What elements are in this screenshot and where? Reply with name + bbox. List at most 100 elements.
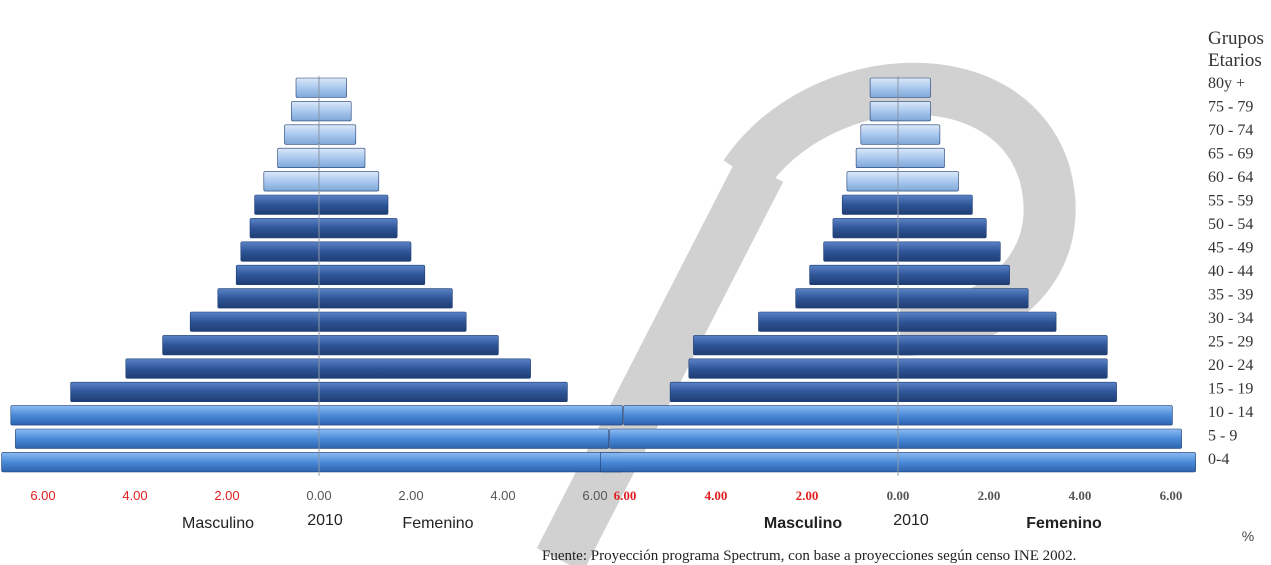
bar-male-5-9 — [15, 428, 320, 449]
bar-female-30-34 — [318, 311, 467, 332]
bar-female-25-29 — [318, 335, 499, 356]
bar-female-80y+ — [318, 77, 347, 98]
age-group-label: 45 - 49 — [1208, 240, 1253, 257]
bar-male-40-44 — [235, 264, 320, 286]
x-tick-label: 2.00 — [398, 488, 423, 503]
bar-male-65-69 — [277, 147, 320, 168]
bar-female-40-44 — [897, 264, 1010, 286]
source-note: Fuente: Proyección programa Spectrum, co… — [542, 548, 1076, 564]
percent-label: % — [1242, 528, 1254, 544]
bar-female-30-34 — [897, 311, 1057, 332]
x-tick-label: 0.00 — [306, 488, 331, 503]
bar-male-40-44 — [809, 264, 899, 286]
bar-male-80y+ — [295, 77, 320, 98]
age-group-label: 15 - 19 — [1208, 381, 1253, 398]
bar-male-30-34 — [758, 311, 899, 332]
age-group-label: 65 - 69 — [1208, 146, 1253, 163]
label-year: 2010 — [307, 512, 343, 529]
bar-male-30-34 — [189, 311, 320, 332]
bar-male-5-9 — [609, 428, 899, 449]
bar-male-25-29 — [162, 335, 320, 356]
bar-female-15-19 — [897, 381, 1117, 403]
bar-male-80y+ — [869, 77, 899, 98]
bar-female-40-44 — [318, 264, 426, 286]
age-group-label: 35 - 39 — [1208, 287, 1253, 304]
age-group-label: 25 - 29 — [1208, 334, 1253, 351]
label-femenino: Femenino — [1026, 515, 1102, 532]
x-tick-label: 0.00 — [887, 488, 910, 503]
bar-male-25-29 — [693, 335, 899, 356]
bar-female-75-79 — [318, 101, 352, 122]
bar-female-20-24 — [897, 358, 1108, 379]
x-tick-label: 4.00 — [490, 488, 515, 503]
bar-male-75-79 — [869, 101, 899, 122]
bar-male-60-64 — [846, 171, 899, 192]
x-tick-label: 4.00 — [1069, 488, 1092, 503]
age-group-label: 50 - 54 — [1208, 216, 1253, 233]
age-group-label: 75 - 79 — [1208, 99, 1253, 116]
bar-female-0-4 — [897, 452, 1196, 473]
bar-male-35-39 — [795, 288, 899, 309]
x-tick-label: 2.00 — [214, 488, 239, 503]
bar-female-0-4 — [318, 452, 623, 473]
label-masculino: Masculino — [764, 515, 842, 532]
bar-female-55-59 — [897, 194, 973, 215]
bar-female-65-69 — [897, 147, 945, 168]
bar-male-65-69 — [855, 147, 899, 168]
age-groups-header-line2: Etarios — [1208, 50, 1262, 71]
bar-male-0-4 — [1, 452, 320, 473]
bar-female-10-14 — [318, 405, 623, 426]
pyramid-chart-right: 6.00 4.00 2.00 0.00 2.00 4.00 6.00 Masculino 201… — [600, 76, 1196, 532]
bar-female-50-54 — [318, 218, 398, 239]
bar-male-75-79 — [291, 101, 320, 122]
bar-female-45-49 — [318, 241, 412, 262]
bar-male-70-74 — [860, 124, 899, 145]
bar-female-65-69 — [318, 147, 366, 168]
bar-male-60-64 — [263, 171, 320, 192]
bar-male-45-49 — [240, 241, 320, 262]
x-tick-label: 6.00 — [30, 488, 55, 503]
x-tick-label: 6.00 — [1160, 488, 1183, 503]
bar-female-70-74 — [318, 124, 357, 145]
age-group-label: 0-4 — [1208, 451, 1229, 468]
age-group-label: 80y + — [1208, 75, 1245, 92]
bar-male-20-24 — [688, 358, 899, 379]
bar-male-10-14 — [623, 405, 899, 426]
x-tick-label: 6.00 — [582, 488, 607, 503]
bar-male-45-49 — [823, 241, 899, 262]
age-group-label: 55 - 59 — [1208, 193, 1253, 210]
bar-male-0-4 — [600, 452, 899, 473]
age-group-label: 60 - 64 — [1208, 169, 1253, 186]
bar-female-55-59 — [318, 194, 389, 215]
pyramid-chart-left: 6.00 4.00 2.00 0.00 2.00 4.00 6.00 Masculino 201… — [1, 76, 623, 532]
bar-female-15-19 — [318, 381, 568, 403]
label-femenino: Femenino — [402, 515, 473, 532]
age-group-label: 70 - 74 — [1208, 122, 1253, 139]
x-tick-label: 6.00 — [614, 488, 637, 503]
x-tick-label: 4.00 — [122, 488, 147, 503]
age-group-label: 30 - 34 — [1208, 310, 1253, 327]
bar-female-5-9 — [897, 428, 1182, 449]
bar-male-55-59 — [254, 194, 320, 215]
bar-female-25-29 — [897, 335, 1108, 356]
bar-female-50-54 — [897, 218, 987, 239]
bar-female-35-39 — [318, 288, 453, 309]
age-group-label: 20 - 24 — [1208, 357, 1253, 374]
age-group-label: 40 - 44 — [1208, 263, 1253, 280]
age-group-labels: 80y + 75 - 79 70 - 74 65 - 69 60 - 64 55 - 59… — [1208, 75, 1253, 468]
bar-male-50-54 — [832, 218, 899, 239]
label-year: 2010 — [893, 512, 929, 529]
bar-male-15-19 — [669, 381, 899, 403]
bar-female-75-79 — [897, 101, 931, 122]
bar-female-5-9 — [318, 428, 610, 449]
bar-male-55-59 — [841, 194, 899, 215]
bar-female-20-24 — [318, 358, 531, 379]
bar-female-60-64 — [897, 171, 959, 192]
bar-male-50-54 — [249, 218, 320, 239]
age-groups-header-line1: Grupos — [1208, 28, 1264, 49]
bar-female-35-39 — [897, 288, 1029, 309]
bar-female-10-14 — [897, 405, 1173, 426]
bar-female-70-74 — [897, 124, 941, 145]
x-tick-label: 2.00 — [796, 488, 819, 503]
